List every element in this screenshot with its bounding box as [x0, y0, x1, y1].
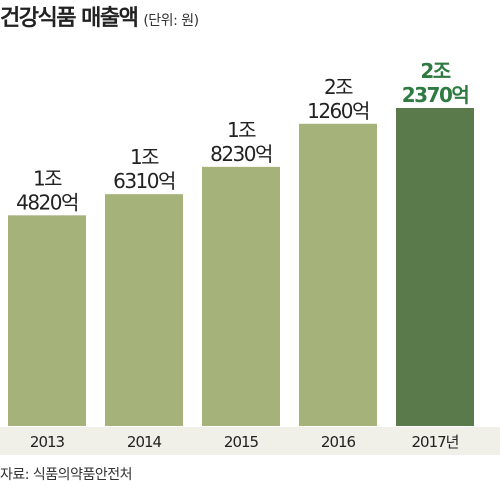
data-label-2014-line2: 6310억: [113, 169, 175, 193]
x-axis-band: [0, 427, 500, 455]
data-label-2015-line2: 8230억: [210, 142, 272, 166]
chart-header: 건강식품 매출액 (단위: 원): [0, 0, 199, 34]
data-label-2013-line2: 4820억: [16, 190, 78, 214]
source-note: 자료: 식품의약품안전처: [0, 467, 132, 483]
data-label-2017년-line1: 2조: [420, 59, 450, 83]
category-label-2017년: 2017년: [412, 433, 459, 451]
bar-2015: [202, 166, 280, 426]
data-label-2016-line2: 1260억: [307, 99, 369, 123]
data-label-2016-line1: 2조: [324, 75, 353, 99]
bar-2014: [105, 194, 183, 426]
data-label-2017년-line2: 2370억: [402, 83, 469, 107]
bar-chart: 1조4820억20131조6310억20141조8230억20152조1260억…: [0, 59, 500, 455]
bar-2017년: [396, 108, 474, 426]
data-label-2014-line1: 1조: [130, 145, 159, 169]
bar-2016: [299, 123, 377, 426]
chart-title: 건강식품 매출액: [0, 6, 139, 31]
category-label-2016: 2016: [321, 433, 356, 451]
unit-note: (단위: 원): [143, 13, 199, 29]
bar-2013: [8, 215, 86, 426]
category-label-2013: 2013: [30, 433, 65, 451]
category-label-2014: 2014: [127, 433, 162, 451]
category-label-2015: 2015: [224, 433, 259, 451]
data-label-2015-line1: 1조: [227, 118, 256, 142]
data-label-2013-line1: 1조: [33, 166, 62, 190]
